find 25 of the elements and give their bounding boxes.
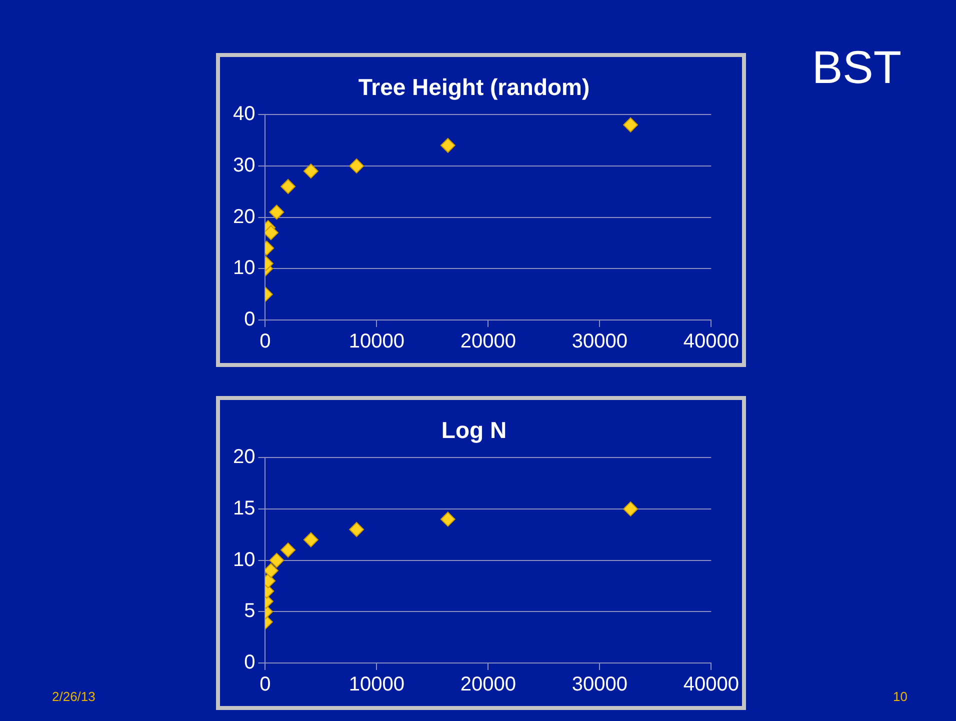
chart-title: Log N bbox=[441, 417, 507, 444]
x-tick-label: 40000 bbox=[683, 330, 740, 353]
x-tick-label: 20000 bbox=[460, 674, 516, 696]
x-tick-label: 30000 bbox=[572, 674, 628, 696]
y-tick-label: 10 bbox=[232, 548, 256, 571]
x-tick-label: 30000 bbox=[572, 330, 628, 353]
x-tick-label: 40000 bbox=[683, 674, 740, 696]
y-tick-label: 10 bbox=[232, 257, 256, 280]
text: BST bbox=[812, 41, 902, 93]
y-tick-label: 0 bbox=[244, 652, 256, 674]
y-tick-label: 0 bbox=[244, 308, 256, 331]
y-tick-label: 20 bbox=[232, 206, 256, 228]
y-tick-label: 5 bbox=[244, 600, 256, 622]
x-tick-label: 10000 bbox=[348, 674, 405, 696]
x-tick-label: 0 bbox=[260, 330, 271, 353]
y-tick-label: 20 bbox=[232, 446, 256, 468]
y-tick-label: 40 bbox=[232, 103, 256, 126]
chart-title: Tree Height (random) bbox=[358, 74, 590, 100]
x-tick-label: 0 bbox=[260, 674, 271, 696]
y-tick-label: 15 bbox=[232, 497, 256, 520]
text: 2/26/13 bbox=[52, 689, 96, 704]
x-tick-label: 20000 bbox=[460, 330, 516, 353]
x-tick-label: 10000 bbox=[348, 330, 405, 353]
text: 10 bbox=[893, 689, 908, 704]
y-tick-label: 30 bbox=[232, 154, 256, 176]
